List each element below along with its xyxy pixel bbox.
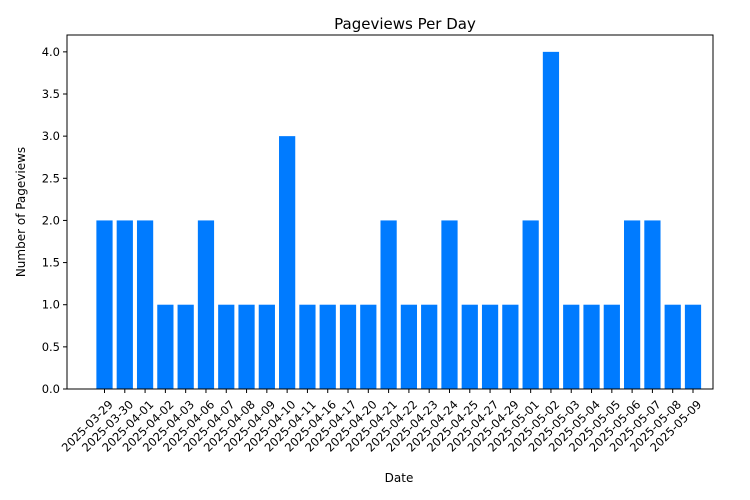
x-axis: 2025-03-292025-03-302025-04-012025-04-02… <box>59 389 704 455</box>
x-axis-label: Date <box>385 471 414 485</box>
bar-2025-04-02 <box>157 304 174 389</box>
y-axis-label: Number of Pageviews <box>14 147 28 277</box>
bar-2025-04-21 <box>380 220 397 389</box>
bar-2025-04-09 <box>258 304 275 389</box>
bar-2025-04-07 <box>218 304 235 389</box>
bar-2025-04-17 <box>339 304 357 389</box>
bar-2025-05-08 <box>664 304 681 389</box>
bar-2025-05-07 <box>644 220 661 389</box>
bar-2025-05-09 <box>684 304 702 389</box>
y-tick-label: 3.0 <box>42 129 60 143</box>
y-axis: 0.0 0.5 1.0 1.5 2.0 2.5 3.0 3.5 4.0 <box>42 45 67 396</box>
bar-2025-04-06 <box>197 220 215 389</box>
bar-2025-05-01 <box>522 220 539 389</box>
plot-frame <box>66 34 714 390</box>
y-tick-label: 0.0 <box>42 382 60 396</box>
y-tick-label: 3.5 <box>42 87 60 101</box>
bar-2025-05-05 <box>603 304 620 389</box>
bar-2025-05-03 <box>563 304 580 389</box>
y-tick-label: 1.5 <box>42 256 60 270</box>
bar-2025-04-22 <box>400 304 418 389</box>
bar-2025-05-04 <box>583 304 600 389</box>
chart-title: Pageviews Per Day <box>334 15 476 33</box>
y-tick-label: 4.0 <box>42 45 60 59</box>
bar-2025-03-30 <box>116 220 133 389</box>
y-tick-label: 1.0 <box>42 298 60 312</box>
bar-2025-04-10 <box>279 136 296 389</box>
bar-2025-05-06 <box>624 220 641 389</box>
bar-2025-04-29 <box>502 304 519 389</box>
y-tick-label: 2.5 <box>42 171 60 185</box>
bar-2025-04-27 <box>481 304 499 389</box>
bar-2025-04-24 <box>441 220 458 389</box>
bars-group <box>96 51 702 390</box>
bar-2025-05-02 <box>542 51 560 390</box>
bar-2025-04-11 <box>299 304 316 389</box>
bar-2025-04-03 <box>177 304 194 389</box>
bar-2025-04-08 <box>238 304 255 389</box>
bar-2025-04-01 <box>136 220 154 389</box>
bar-2025-04-16 <box>319 304 336 389</box>
bar-2025-04-23 <box>421 304 438 389</box>
bar-2025-04-20 <box>360 304 377 389</box>
y-tick-label: 2.0 <box>42 213 60 227</box>
y-tick-label: 0.5 <box>42 340 60 354</box>
bar-2025-04-25 <box>461 304 478 389</box>
bar-2025-03-29 <box>96 220 113 389</box>
